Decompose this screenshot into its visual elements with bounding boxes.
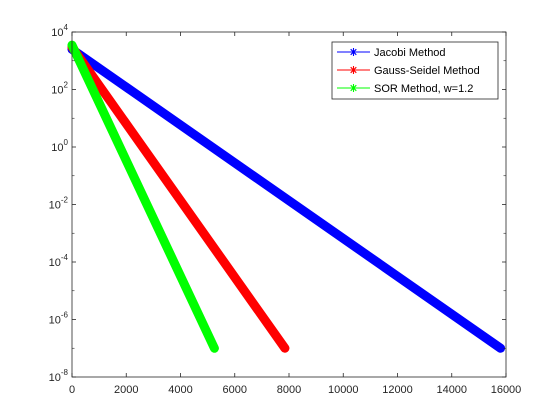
legend-item: Jacobi Method [337,47,446,59]
x-tick-label: 10000 [328,384,359,396]
legend: Jacobi Method Gauss-Seidel Method SOR Meth… [331,41,499,100]
legend-label: SOR Method, w=1.2 [374,83,473,95]
legend-label: Jacobi Method [374,47,446,59]
series-3 [67,40,219,353]
y-tick-label: 10-4 [49,253,69,269]
y-tick-label: 100 [51,138,68,154]
legend-asterisk-icon [349,66,358,74]
legend-label: Gauss-Seidel Method [374,65,480,77]
x-tick-label: 12000 [382,384,413,396]
y-tick-label: 10-2 [49,196,69,212]
x-tick-label: 8000 [277,384,301,396]
x-tick-label: 6000 [223,384,247,396]
y-tick-label: 10-8 [49,368,69,384]
x-tick-label: 0 [69,384,75,396]
legend-item: Gauss-Seidel Method [337,65,480,77]
y-tick-label: 104 [51,23,68,39]
axes-layer: 0 2000 4000 6000 8000 10000 12000 14000 16000 10-… [49,23,522,396]
legend-asterisk-icon [349,48,358,56]
x-tick-label: 2000 [114,384,138,396]
legend-asterisk-icon [349,84,358,92]
series-2 [67,42,290,353]
x-tick-label: 4000 [168,384,192,396]
y-tick-label: 10-6 [49,311,69,327]
series-layer [67,40,506,353]
x-tick-label: 14000 [436,384,467,396]
x-tick-label: 16000 [491,384,522,396]
y-tick-label: 102 [51,81,68,97]
legend-item: SOR Method, w=1.2 [337,83,473,95]
